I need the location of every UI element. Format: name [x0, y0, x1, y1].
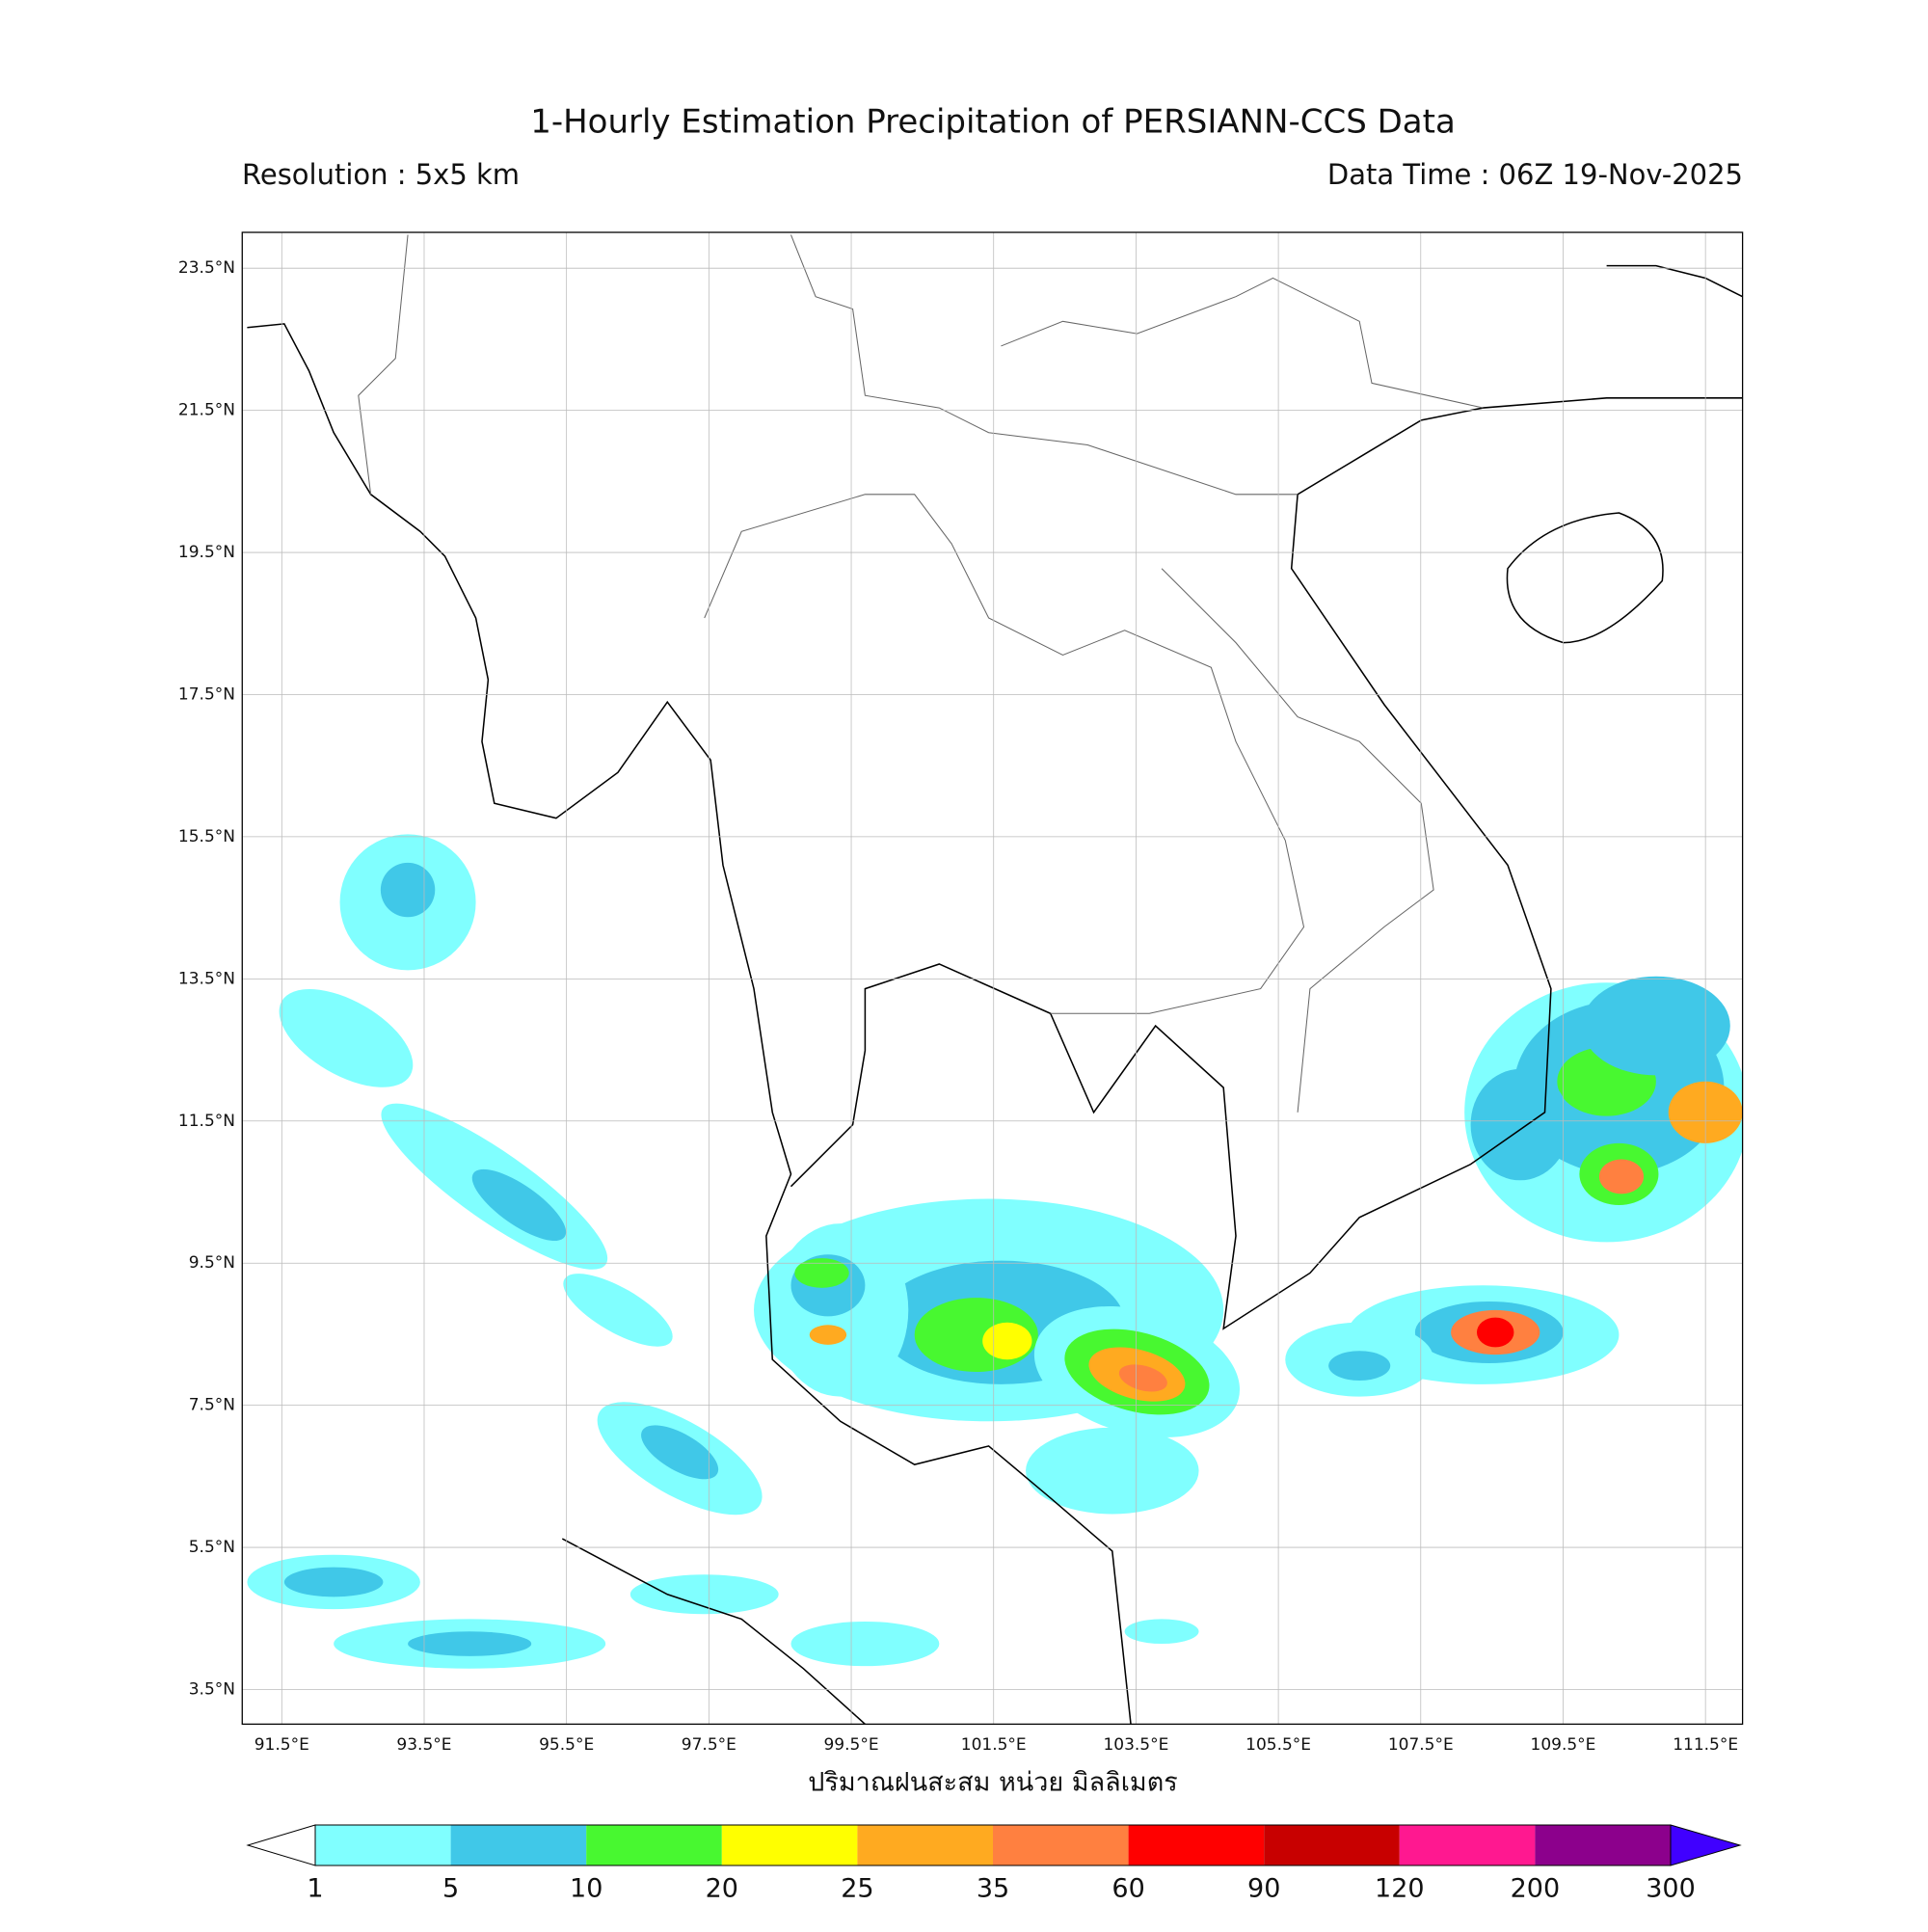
lat-label: 23.5°N	[178, 258, 235, 278]
rain-area	[563, 1274, 673, 1347]
colorbar-label: 90	[1247, 1874, 1280, 1904]
lat-label: 9.5°N	[189, 1253, 235, 1273]
lat-label: 11.5°N	[178, 1112, 235, 1131]
rain-area	[1476, 1317, 1514, 1348]
lat-label: 15.5°N	[178, 827, 235, 846]
colorbar-frame	[314, 1824, 1672, 1866]
rain-area	[471, 1168, 567, 1242]
lat-label: 19.5°N	[178, 543, 235, 562]
color-bin	[450, 1825, 587, 1865]
rain-area	[629, 1574, 779, 1615]
map	[241, 231, 1744, 1726]
thailand-border	[704, 494, 1305, 1014]
rain-area	[809, 1325, 847, 1345]
color-bin	[586, 1825, 722, 1865]
rain-area	[1118, 1364, 1167, 1392]
x-label: ปริมาณฝนสะสม หน่วย มิลลิเมตร	[808, 1768, 1178, 1798]
border	[1001, 277, 1484, 409]
color-bin	[315, 1825, 451, 1865]
rain-area	[279, 989, 414, 1087]
lat-label: 5.5°N	[189, 1538, 235, 1557]
colorbar-label: 300	[1646, 1874, 1696, 1904]
lon-label: 107.5°E	[1388, 1735, 1454, 1755]
rain-area	[1026, 1427, 1199, 1515]
borders	[358, 234, 1484, 1113]
rain-area	[408, 1631, 532, 1656]
rain-area	[1470, 1068, 1570, 1181]
lon-label: 99.5°E	[823, 1735, 878, 1755]
precipitation	[247, 834, 1743, 1669]
lat-label: 3.5°N	[189, 1679, 235, 1699]
border	[358, 234, 409, 495]
colorbar-label: 5	[442, 1874, 459, 1904]
colorbar-label: 10	[570, 1874, 602, 1904]
coastline	[247, 323, 1132, 1725]
color-bin	[721, 1825, 858, 1865]
colorbar-label: 60	[1111, 1874, 1144, 1904]
color-bin	[1399, 1825, 1536, 1865]
lat-label: 21.5°N	[178, 401, 235, 420]
island	[1506, 512, 1664, 644]
grid	[242, 232, 1743, 1725]
coastlines	[247, 264, 1743, 1725]
rain-area	[1581, 976, 1730, 1076]
rain-area	[794, 1258, 849, 1288]
rain-area	[1328, 1351, 1391, 1381]
rain-area	[283, 1567, 384, 1597]
border	[790, 234, 1299, 496]
lon-label: 97.5°E	[682, 1735, 736, 1755]
border	[1161, 568, 1434, 1113]
lat-label: 17.5°N	[178, 684, 235, 704]
lon-label: 103.5°E	[1103, 1735, 1168, 1755]
resolution: Resolution : 5x5 km	[242, 158, 520, 191]
lon-label: 111.5°E	[1673, 1735, 1738, 1755]
rain-area	[790, 1621, 940, 1667]
coastline	[790, 397, 1743, 1330]
map-frame	[241, 231, 1744, 1726]
colorbar-label: 25	[841, 1874, 873, 1904]
color-bin	[1264, 1825, 1400, 1865]
coastline	[561, 1538, 866, 1725]
rain-area	[641, 1425, 719, 1480]
lat-label: 13.5°N	[178, 969, 235, 988]
lon-label: 91.5°E	[254, 1735, 309, 1755]
lon-label: 105.5°E	[1245, 1735, 1311, 1755]
color-bin	[1128, 1825, 1265, 1865]
rain-area	[1598, 1159, 1645, 1194]
color-bin	[857, 1825, 993, 1865]
lon-label: 101.5°E	[961, 1735, 1027, 1755]
colorbar: 1 5 10 20 25 35 60 90 120 200 300	[246, 1824, 1742, 1904]
colorbar-label: 200	[1511, 1874, 1561, 1904]
coastline	[1606, 264, 1743, 298]
rain-area	[982, 1322, 1032, 1360]
colorbar-label: 20	[706, 1874, 738, 1904]
rain-area	[380, 862, 436, 918]
lon-label: 109.5°E	[1531, 1735, 1596, 1755]
title: 1-Hourly Estimation Precipitation of PER…	[530, 103, 1456, 142]
lat-label: 7.5°N	[189, 1396, 235, 1415]
lon-label: 93.5°E	[396, 1735, 451, 1755]
colorbar-label: 1	[307, 1874, 323, 1904]
colorbar-label: 120	[1375, 1874, 1425, 1904]
lon-label: 95.5°E	[539, 1735, 594, 1755]
rain-area	[1124, 1619, 1199, 1645]
color-bin	[1535, 1825, 1671, 1865]
colorbar-label: 35	[977, 1874, 1009, 1904]
data-time: Data Time : 06Z 19-Nov-2025	[1327, 158, 1743, 191]
color-bin	[993, 1825, 1129, 1865]
